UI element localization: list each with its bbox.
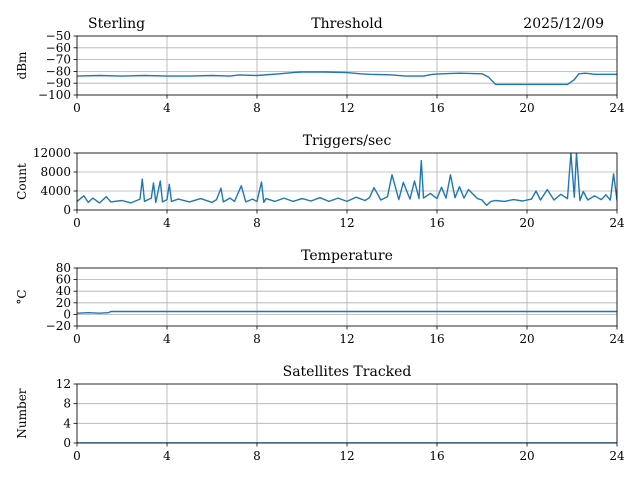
y-tick-label: 40: [56, 284, 71, 298]
panel-title: Threshold: [311, 16, 382, 32]
x-tick-label: 16: [429, 101, 444, 115]
x-tick-label: 16: [429, 449, 444, 463]
y-tick-label: 8000: [40, 165, 71, 179]
series-line: [77, 310, 617, 314]
date-label: 2025/12/09: [523, 16, 604, 32]
grid: [76, 35, 618, 96]
y-tick-label: 12000: [33, 146, 71, 160]
x-tick-label: 12: [339, 101, 354, 115]
y-tick-label: 20: [56, 296, 71, 310]
grid: [76, 383, 618, 444]
y-tick-label: −100: [38, 88, 71, 102]
x-tick-label: 24: [609, 101, 625, 115]
y-tick-label: 0: [63, 307, 71, 321]
x-tick-label: 24: [609, 449, 625, 463]
y-tick-label: 8: [63, 397, 71, 411]
chart-panel: 0 4 8 12 16 20 24 0 4 8 12 Satellites Tracked Number: [15, 364, 625, 463]
x-tick-label: 0: [73, 216, 81, 230]
y-axis-label: °C: [15, 289, 29, 304]
x-tick-label: 12: [339, 449, 354, 463]
y-tick-label: 0: [63, 436, 71, 450]
chart-panel: 0 4 8 12 16 20 24 −100−90−80−70−60−50 Threshold d…: [15, 16, 625, 115]
x-tick-label: 4: [163, 332, 171, 346]
x-tick-label: 4: [163, 449, 171, 463]
x-tick-label: 8: [253, 449, 261, 463]
chart-panel: 0 4 8 12 16 20 24 0 4000 8000 12000 Triggers/sec Cou…: [15, 133, 625, 230]
y-tick-label: 0: [63, 203, 71, 217]
panel-title: Satellites Tracked: [283, 364, 412, 380]
x-tick-label: 12: [339, 332, 354, 346]
x-tick-label: 20: [519, 449, 534, 463]
y-axis-label: dBm: [15, 51, 29, 80]
x-tick-label: 24: [609, 216, 625, 230]
panel-title: Temperature: [301, 248, 393, 264]
y-tick-label: −60: [46, 41, 71, 55]
x-tick-label: 8: [253, 332, 261, 346]
x-tick-label: 16: [429, 216, 444, 230]
y-tick-label: 60: [56, 273, 71, 287]
x-tick-label: 0: [73, 101, 81, 115]
x-tick-label: 8: [253, 216, 261, 230]
x-tick-label: 20: [519, 101, 534, 115]
y-tick-label: 12: [56, 377, 71, 391]
x-tick-label: 20: [519, 216, 534, 230]
x-tick-label: 0: [73, 332, 81, 346]
y-tick-label: −20: [46, 319, 71, 333]
series-line: [77, 153, 617, 207]
y-tick-label: 4: [63, 416, 71, 430]
series-line: [77, 71, 617, 86]
x-tick-label: 20: [519, 332, 534, 346]
x-tick-label: 8: [253, 101, 261, 115]
y-tick-label: −90: [46, 76, 71, 90]
grid: [76, 267, 618, 327]
y-tick-label: −80: [46, 64, 71, 78]
station-name: Sterling: [88, 16, 145, 32]
y-tick-label: 4000: [40, 184, 71, 198]
x-tick-label: 24: [609, 332, 625, 346]
x-tick-label: 4: [163, 101, 171, 115]
y-axis-label: Number: [15, 388, 29, 438]
x-tick-label: 16: [429, 332, 444, 346]
y-tick-label: 80: [56, 261, 71, 275]
y-tick-label: −50: [46, 29, 71, 43]
panel-title: Triggers/sec: [303, 133, 392, 149]
x-tick-label: 12: [339, 216, 354, 230]
x-tick-label: 4: [163, 216, 171, 230]
x-tick-label: 0: [73, 449, 81, 463]
y-tick-label: −70: [46, 53, 71, 67]
y-axis-label: Count: [15, 163, 29, 200]
